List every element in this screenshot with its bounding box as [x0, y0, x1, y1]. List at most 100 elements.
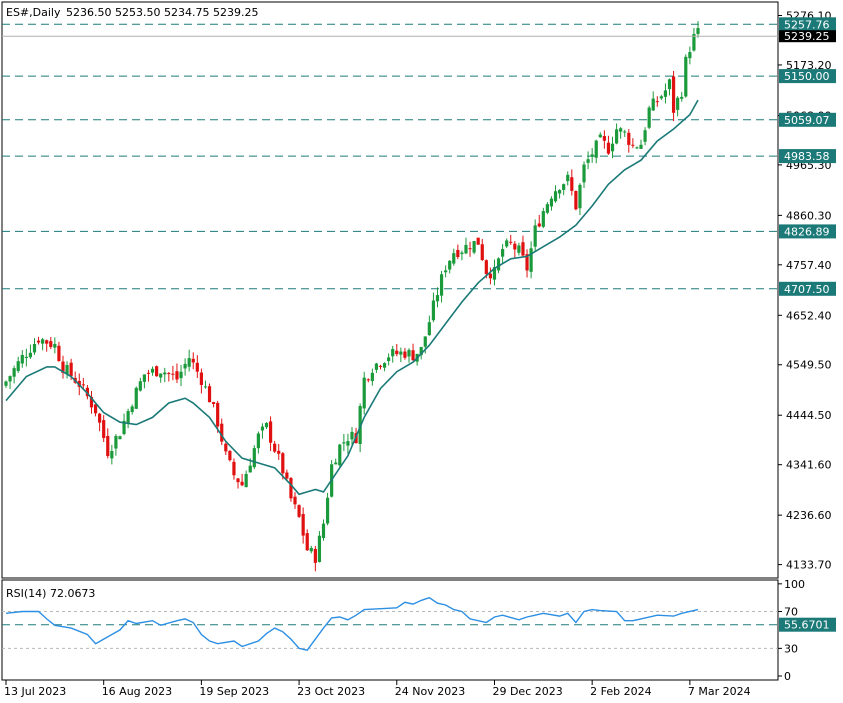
- candle-body: [651, 98, 655, 111]
- level-label-bg: [779, 17, 836, 32]
- price-tick-label: 4236.60: [786, 509, 832, 522]
- candle-body: [28, 352, 33, 358]
- candle-body: [492, 267, 497, 280]
- candle-body: [431, 300, 436, 321]
- candle-body: [635, 147, 639, 149]
- rsi-marker-bg: [779, 617, 836, 632]
- candle-body: [509, 241, 513, 243]
- candle-body: [387, 357, 391, 361]
- rsi-line: [5, 596, 699, 651]
- candle-body: [533, 225, 537, 247]
- candle-body: [268, 421, 273, 443]
- candle-body: [667, 79, 672, 90]
- candle-body: [256, 433, 260, 449]
- candle-body: [264, 422, 269, 428]
- candle-body: [289, 478, 293, 499]
- candle-body: [110, 451, 114, 459]
- candle-body: [317, 535, 322, 563]
- moving-average-line: [5, 99, 699, 496]
- candle-body: [183, 363, 187, 369]
- candle-body: [452, 253, 456, 264]
- candle-body: [582, 164, 586, 183]
- candle-body: [244, 473, 248, 488]
- rsi-title: RSI(14) 72.0673: [6, 587, 95, 600]
- candle-body: [93, 404, 98, 414]
- price-tick-label: 4652.40: [786, 309, 832, 322]
- candle-body: [598, 134, 602, 138]
- candle-body: [12, 368, 16, 377]
- candle-body: [212, 402, 216, 404]
- level-label-bg: [779, 224, 836, 239]
- candle-body: [692, 33, 696, 51]
- level-label: 4707.50: [784, 283, 830, 296]
- candle-body: [676, 97, 680, 110]
- candle-body: [216, 402, 220, 427]
- candle-body: [313, 548, 317, 563]
- candle-body: [448, 260, 452, 270]
- level-labels: 5257.76 5150.00 5059.07 4983.58 4826.89 4707.…: [779, 17, 836, 296]
- price-tick-label: 4549.50: [786, 359, 832, 372]
- candle-body: [232, 461, 236, 476]
- candle-body: [195, 362, 199, 372]
- candle-body: [602, 136, 606, 141]
- candle-body: [199, 372, 203, 385]
- candle-body: [639, 144, 643, 149]
- rsi-tick-label: 70: [784, 605, 798, 618]
- time-axis: 13 Jul 2023 16 Aug 2023 19 Sep 2023 23 Oct …: [4, 680, 751, 698]
- candle-body: [444, 270, 448, 273]
- candle-body: [53, 343, 57, 348]
- candle-body: [476, 237, 480, 245]
- candle-body: [562, 184, 566, 190]
- candle-body: [439, 274, 444, 296]
- candle-body: [301, 513, 305, 536]
- candle-body: [45, 340, 49, 344]
- candle-body: [525, 254, 529, 271]
- time-tick-label: 7 Mar 2024: [688, 685, 751, 698]
- candle-body: [191, 358, 195, 363]
- candle-body: [57, 345, 61, 361]
- rsi-tick-label: 0: [784, 670, 791, 683]
- candle-body: [32, 343, 37, 353]
- candle-body: [350, 431, 354, 440]
- candle-body: [537, 223, 541, 227]
- candle-body: [36, 340, 41, 343]
- candle-body: [663, 90, 668, 97]
- candle-body: [464, 244, 468, 254]
- candle-body: [472, 241, 476, 253]
- candle-body: [159, 373, 163, 378]
- rsi-marker-label: 55.6701: [784, 619, 830, 632]
- level-label: 5150.00: [784, 70, 830, 83]
- candle-body: [325, 497, 330, 524]
- rsi-level-marker: 55.6701: [779, 617, 836, 632]
- level-label: 5257.76: [784, 18, 830, 31]
- candle-body: [566, 174, 570, 182]
- candle-body: [496, 258, 501, 271]
- price-tick-label: 4860.30: [786, 209, 832, 222]
- candle-body: [513, 243, 517, 250]
- candle-body: [631, 144, 635, 146]
- current-price-marker: 5239.25: [2, 30, 836, 43]
- candle-body: [122, 420, 126, 435]
- candle-body: [114, 436, 118, 449]
- candle-body: [435, 295, 440, 302]
- candle-body: [89, 396, 94, 408]
- candle-body: [252, 448, 256, 468]
- candle-body: [419, 347, 423, 356]
- candle-body: [549, 198, 554, 207]
- candle-body: [260, 426, 265, 431]
- candle-body: [273, 443, 277, 452]
- level-label-bg: [779, 281, 836, 296]
- candle-body: [49, 341, 53, 347]
- candle-body: [24, 356, 28, 359]
- candle-body: [134, 387, 138, 409]
- time-tick-label: 2 Feb 2024: [590, 685, 651, 698]
- price-tick-label: 4341.60: [786, 459, 832, 472]
- candle-body: [366, 379, 370, 381]
- price-tick-label: 4444.50: [786, 409, 832, 422]
- candle-body: [382, 363, 387, 368]
- price-tick-label: 4757.40: [786, 259, 832, 272]
- candle-body: [391, 349, 395, 357]
- candle-body: [614, 129, 619, 144]
- level-label: 4826.89: [784, 225, 830, 238]
